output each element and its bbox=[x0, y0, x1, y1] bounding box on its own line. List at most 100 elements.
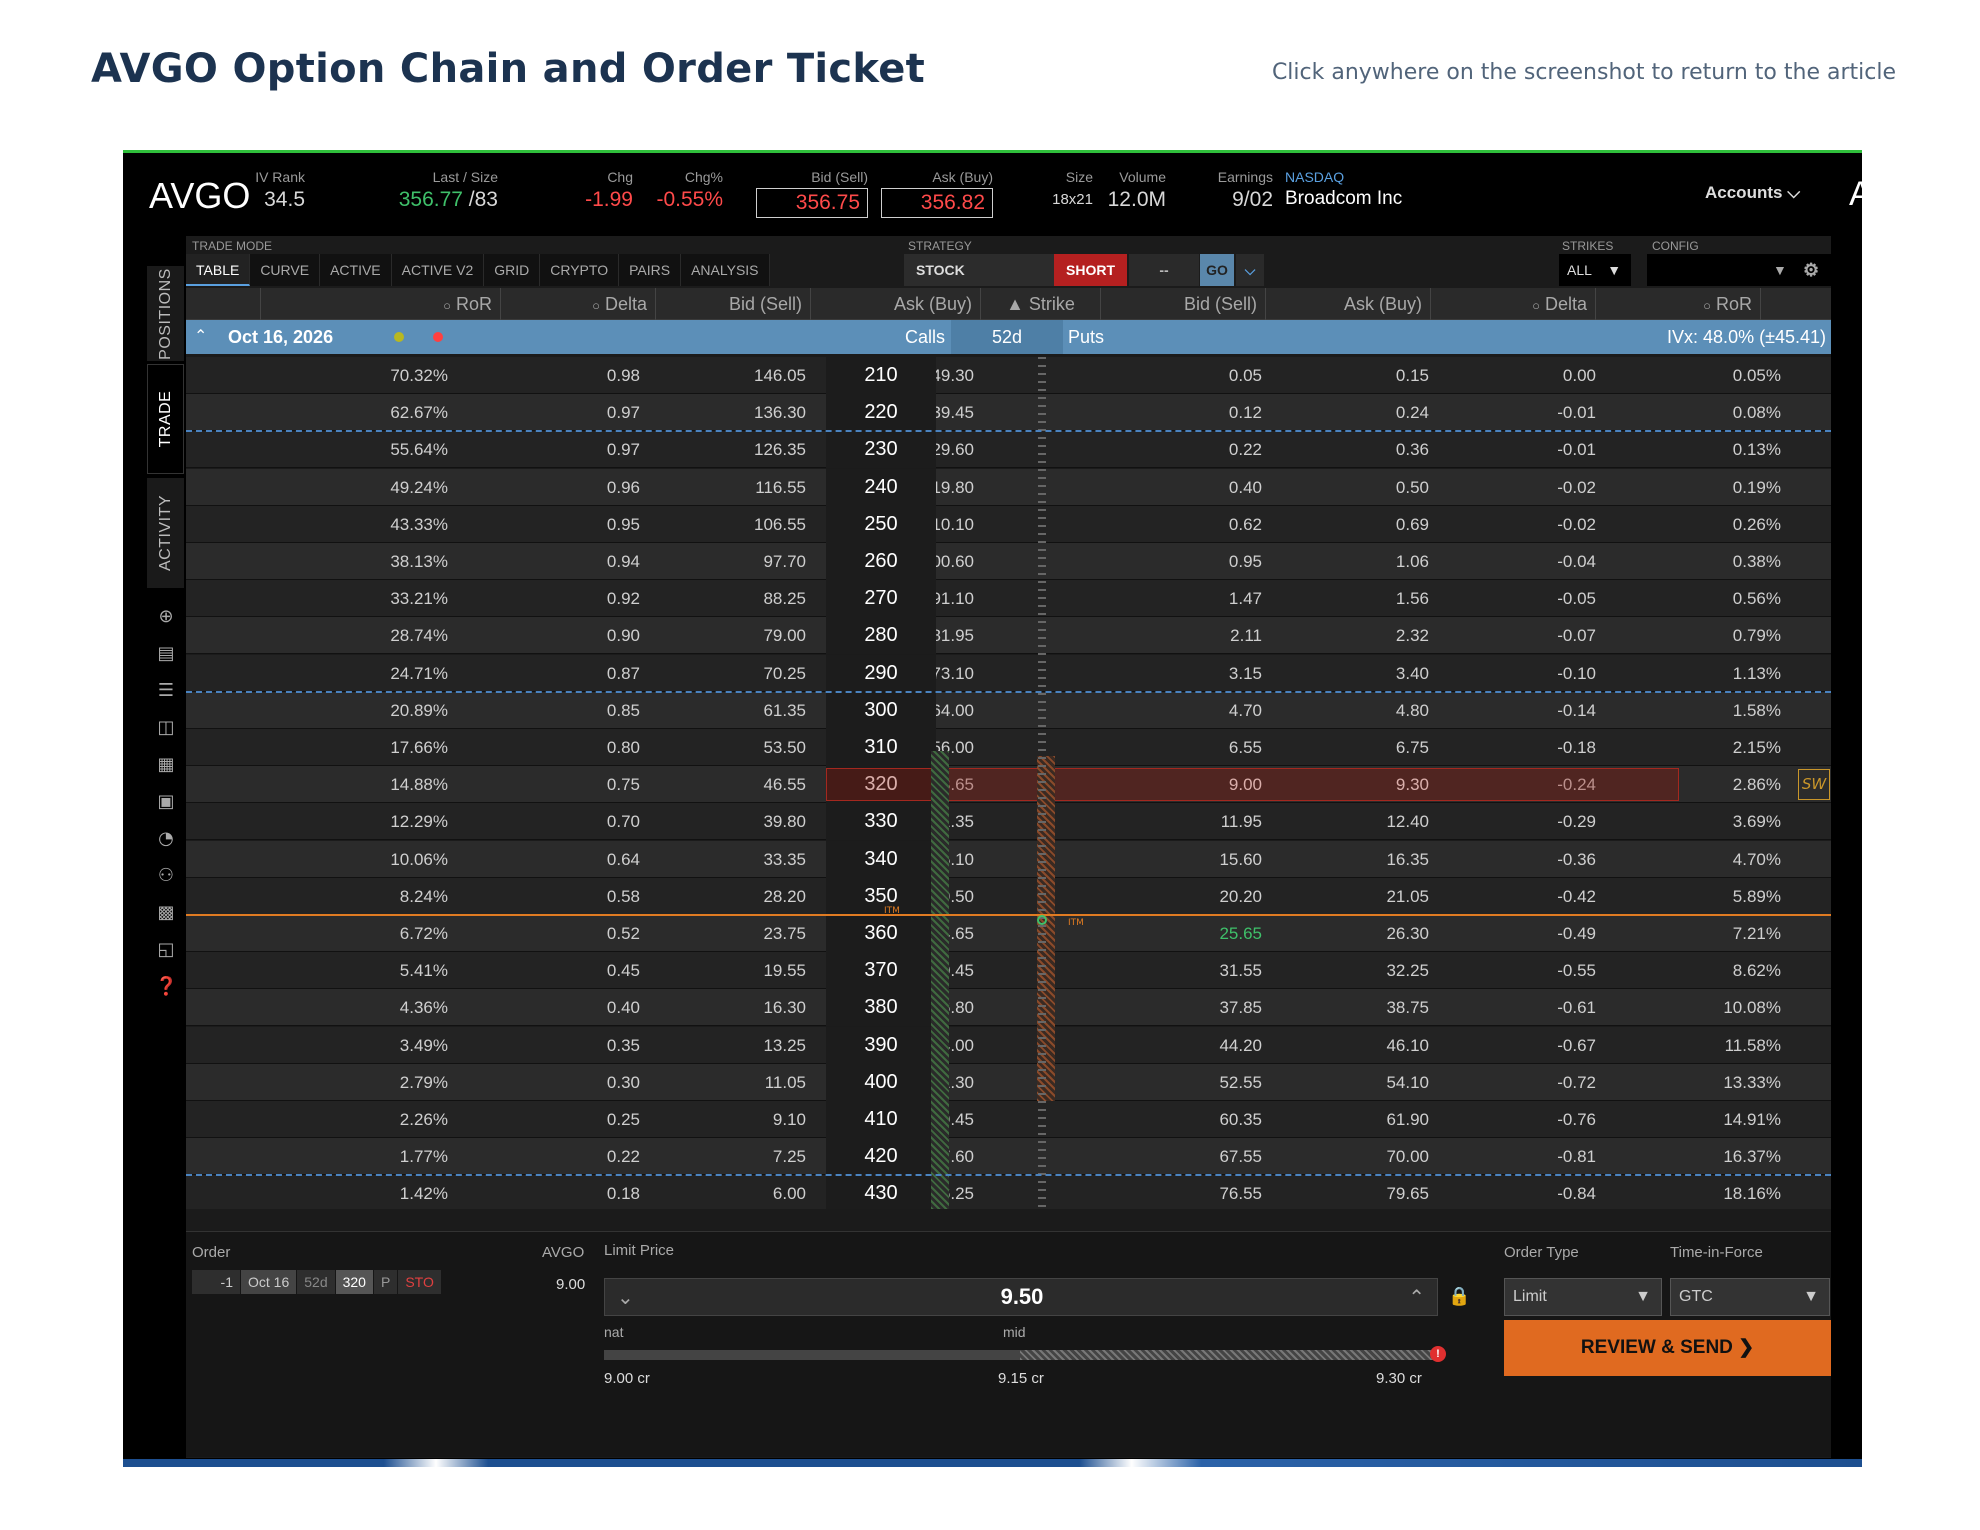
call-delta[interactable]: 0.40 bbox=[606, 998, 640, 1018]
call-ror[interactable]: 2.79% bbox=[399, 1072, 448, 1092]
grid-icon[interactable]: ▣ bbox=[157, 791, 175, 812]
put-ror[interactable]: 0.38% bbox=[1732, 552, 1781, 571]
put-ror[interactable]: 0.05% bbox=[1732, 366, 1781, 385]
bid-sell-button[interactable]: 356.75 bbox=[756, 188, 868, 218]
col-put-delta[interactable]: ○ Delta bbox=[1431, 288, 1596, 320]
call-bid[interactable]: 11.05 bbox=[764, 1072, 806, 1092]
put-ask[interactable]: 1.06 bbox=[1395, 552, 1429, 571]
put-ask[interactable]: 2.32 bbox=[1395, 626, 1429, 646]
call-ror[interactable]: 12.29% bbox=[390, 812, 448, 832]
call-ror[interactable]: 1.42% bbox=[399, 1184, 448, 1204]
strike-cell[interactable]: 250 bbox=[826, 505, 936, 543]
tab-table[interactable]: TABLE bbox=[186, 254, 251, 286]
strike-cell[interactable]: 390 bbox=[826, 1026, 936, 1064]
call-delta[interactable]: 0.52 bbox=[606, 924, 640, 943]
col-call-delta[interactable]: ○ Delta bbox=[501, 288, 656, 320]
gauge-icon[interactable]: ◔ bbox=[158, 828, 174, 849]
put-delta[interactable]: -0.81 bbox=[1557, 1147, 1596, 1167]
put-bid[interactable]: 25.65 bbox=[1219, 924, 1262, 943]
put-bid[interactable]: 4.70 bbox=[1228, 700, 1262, 720]
put-bid[interactable]: 0.40 bbox=[1228, 477, 1262, 497]
strike-cell[interactable]: 340 bbox=[826, 840, 936, 878]
call-delta[interactable]: 0.18 bbox=[606, 1184, 640, 1204]
crosshair-icon[interactable]: ⊕ bbox=[158, 606, 174, 627]
put-delta[interactable]: -0.42 bbox=[1557, 886, 1596, 906]
call-ror[interactable]: 28.74% bbox=[390, 626, 448, 646]
table-row[interactable]: 2.26% 0.25 9.10 9.45 60.35 61.90 -0.76 14.91% 41… bbox=[186, 1101, 1831, 1138]
col-call-ror[interactable]: ○ RoR bbox=[261, 288, 501, 320]
table-row[interactable]: 10.06% 0.64 33.35 35.10 15.60 16.35 -0.36 4.70%… bbox=[186, 840, 1831, 878]
put-ror[interactable]: 1.58% bbox=[1732, 700, 1781, 720]
table-row[interactable]: 55.64% 0.97 126.35 129.60 0.22 0.36 -0.01 0.13%… bbox=[186, 431, 1831, 469]
call-bid[interactable]: 23.75 bbox=[763, 924, 806, 943]
screenshot-frame[interactable]: AVGO IV Rank 34.5 Last / Size 356.77 /83… bbox=[123, 150, 1862, 1467]
call-bid[interactable]: 97.70 bbox=[763, 552, 806, 571]
col-call-ask[interactable]: Ask (Buy) bbox=[811, 288, 981, 320]
put-ror[interactable]: 7.21% bbox=[1732, 924, 1781, 943]
call-ror[interactable]: 70.32% bbox=[390, 366, 448, 385]
tab-grid[interactable]: GRID bbox=[484, 254, 541, 286]
accounts-dropdown[interactable]: Accounts ⌵ bbox=[1705, 183, 1800, 203]
call-delta[interactable]: 0.97 bbox=[606, 440, 640, 460]
call-delta[interactable]: 0.70 bbox=[606, 812, 640, 832]
leg-action[interactable]: STO bbox=[398, 1270, 441, 1294]
tab-pairs[interactable]: PAIRS bbox=[619, 254, 682, 286]
strategy-dropdown-icon[interactable]: ⌵ bbox=[1236, 254, 1264, 286]
put-ask[interactable]: 9.30 bbox=[1395, 775, 1429, 795]
col-put-ror[interactable]: ○ RoR bbox=[1596, 288, 1761, 320]
put-bid[interactable]: 52.55 bbox=[1219, 1072, 1262, 1092]
put-bid[interactable]: 1.47 bbox=[1228, 589, 1262, 609]
chart-icon[interactable]: ▤ bbox=[157, 643, 175, 664]
fi-icon[interactable]: ◱ bbox=[157, 939, 175, 960]
put-bid[interactable]: 0.12 bbox=[1228, 403, 1262, 423]
call-ask[interactable]: 81.95 bbox=[931, 626, 974, 646]
strike-cell[interactable]: 380 bbox=[826, 989, 936, 1027]
put-delta[interactable]: -0.29 bbox=[1557, 812, 1596, 832]
put-ask[interactable]: 0.24 bbox=[1395, 403, 1429, 423]
put-delta[interactable]: -0.67 bbox=[1557, 1035, 1596, 1055]
tab-positions[interactable]: POSITIONS bbox=[147, 266, 184, 361]
tv-icon[interactable]: ◫ bbox=[157, 717, 175, 738]
put-ror[interactable]: 4.70% bbox=[1732, 849, 1781, 869]
call-bid[interactable]: 13.25 bbox=[763, 1035, 806, 1055]
put-delta[interactable]: -0.84 bbox=[1557, 1184, 1596, 1204]
put-ror[interactable]: 13.33% bbox=[1723, 1072, 1781, 1092]
return-hint[interactable]: Click anywhere on the screenshot to retu… bbox=[1271, 60, 1896, 85]
col-put-bid[interactable]: Bid (Sell) bbox=[1101, 288, 1266, 320]
put-delta[interactable]: -0.14 bbox=[1557, 700, 1596, 720]
call-ask[interactable]: 73.10 bbox=[931, 663, 974, 683]
call-ask[interactable]: 91.10 bbox=[931, 589, 974, 609]
limit-price-field[interactable]: ⌄ 9.50 ⌃ bbox=[604, 1278, 1438, 1316]
list-icon[interactable]: ☰ bbox=[157, 680, 175, 701]
leg-strike[interactable]: 320 bbox=[335, 1270, 373, 1294]
put-ask[interactable]: 70.00 bbox=[1386, 1147, 1429, 1167]
put-delta[interactable]: -0.55 bbox=[1557, 961, 1596, 981]
put-ror[interactable]: 0.56% bbox=[1732, 589, 1781, 609]
put-bid[interactable]: 0.05 bbox=[1228, 366, 1262, 385]
call-ror[interactable]: 4.36% bbox=[399, 998, 448, 1018]
sw-badge[interactable]: SW bbox=[1798, 769, 1830, 801]
call-delta[interactable]: 0.80 bbox=[606, 738, 640, 757]
call-bid[interactable]: 116.55 bbox=[755, 477, 806, 497]
call-delta[interactable]: 0.45 bbox=[606, 961, 640, 981]
strike-cell[interactable]: 410 bbox=[826, 1101, 936, 1138]
put-ror[interactable]: 0.79% bbox=[1732, 626, 1781, 646]
call-ror[interactable]: 43.33% bbox=[390, 514, 448, 534]
call-delta[interactable]: 0.85 bbox=[606, 700, 640, 720]
review-send-button[interactable]: REVIEW & SEND ❯ bbox=[1504, 1320, 1831, 1376]
strike-cell[interactable]: 260 bbox=[826, 543, 936, 580]
call-bid[interactable]: 136.30 bbox=[754, 403, 806, 423]
call-ror[interactable]: 14.88% bbox=[390, 775, 448, 795]
call-bid[interactable]: 61.35 bbox=[763, 700, 806, 720]
col-strike[interactable]: ▲ Strike bbox=[981, 288, 1101, 320]
put-ror[interactable]: 0.08% bbox=[1732, 403, 1781, 423]
strike-cell[interactable]: 270 bbox=[826, 580, 936, 618]
call-delta[interactable]: 0.58 bbox=[606, 886, 640, 906]
strike-cell[interactable]: 300 bbox=[826, 691, 936, 729]
call-ror[interactable]: 49.24% bbox=[390, 477, 448, 497]
put-delta[interactable]: -0.76 bbox=[1557, 1110, 1596, 1129]
table-row[interactable]: 17.66% 0.80 53.50 56.00 6.55 6.75 -0.18 2.15% 31… bbox=[186, 729, 1831, 766]
put-ror[interactable]: 1.13% bbox=[1732, 663, 1781, 683]
put-bid[interactable]: 76.55 bbox=[1219, 1184, 1262, 1204]
call-delta[interactable]: 0.96 bbox=[606, 477, 640, 497]
